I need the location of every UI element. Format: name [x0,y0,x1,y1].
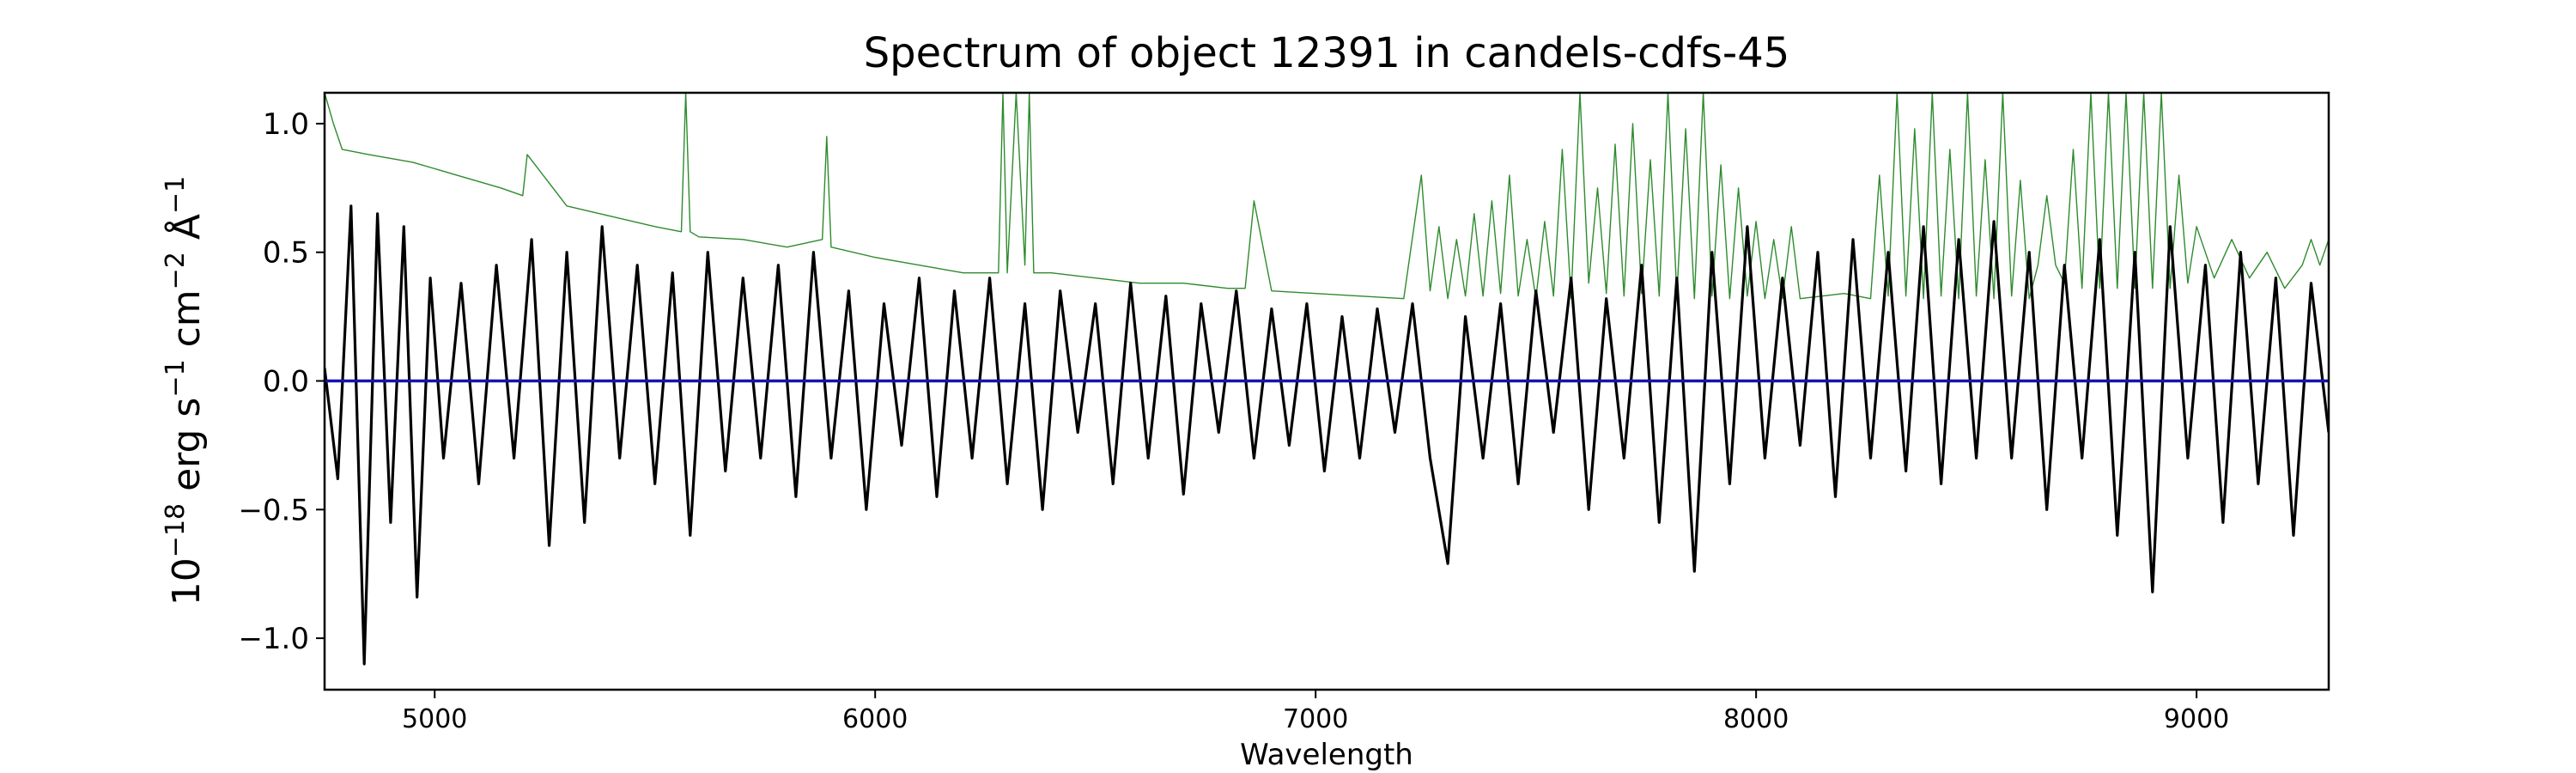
series-line-flux [325,204,2329,666]
y-label-exp2: −2 [161,252,191,289]
y-axis-label: 10−18 erg s−1 cm−2 Å−1 [161,176,209,606]
y-label-base: 10 [165,557,209,606]
plot-frame [323,91,2330,691]
y-tick-label: 0.0 [263,365,309,399]
y-tick-label: 1.0 [263,107,309,142]
x-tick-label: 9000 [2164,704,2229,734]
y-label-exp3: −1 [161,176,191,214]
chart-title: Spectrum of object 12391 in candels-cdfs… [864,29,1790,77]
y-label-unit2: cm [165,289,209,359]
y-label-unit1: erg s [165,398,209,503]
x-tick-label: 5000 [402,704,467,734]
x-tick-label: 7000 [1283,704,1348,734]
y-tick-label: −0.5 [238,493,309,527]
x-tick-label: 6000 [842,704,908,734]
y-tick-label: −1.0 [238,622,309,656]
series-line-error [325,93,2329,300]
y-tick-label: 0.5 [263,236,309,271]
y-axis: −1.0 −0.5 0.0 0.5 1.0 [238,107,325,656]
y-label-exp: −18 [161,503,191,557]
y-label-exp1: −1 [161,359,191,397]
x-axis: 5000 6000 7000 8000 9000 [402,690,2229,734]
series-layer [325,93,2329,666]
y-label-unit3: Å [163,214,209,252]
x-tick-label: 8000 [1723,704,1789,734]
x-axis-label: Wavelength [1240,738,1413,772]
